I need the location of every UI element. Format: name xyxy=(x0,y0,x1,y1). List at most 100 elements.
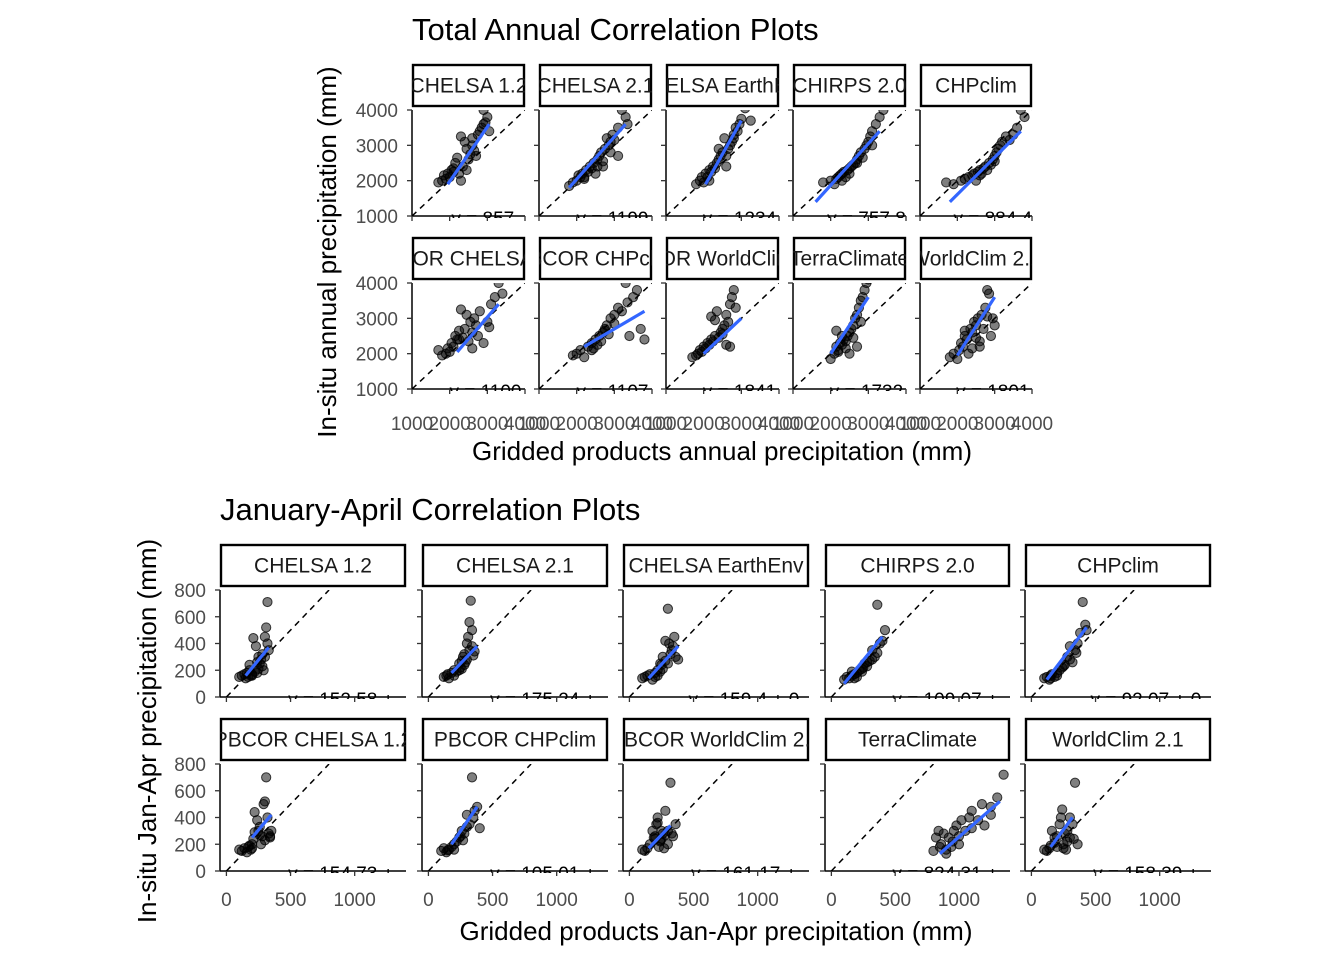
data-point xyxy=(1069,777,1081,788)
facet-strip-label: PBCOR CHPclim xyxy=(434,729,596,752)
regression-fit-line xyxy=(647,824,672,850)
x-tick-label: 500 xyxy=(879,890,911,911)
x-tick-label: 3000 xyxy=(847,414,889,435)
data-point xyxy=(879,625,891,636)
regression-equation-label: y = 105.01 + xyxy=(490,864,596,885)
x-tick-label: 0 xyxy=(221,890,232,911)
data-point xyxy=(652,817,663,828)
data-point xyxy=(613,150,624,162)
facet-strip-box xyxy=(824,543,1011,588)
regression-equation-label: y = 158.39 + xyxy=(1093,864,1199,885)
data-point xyxy=(979,820,990,831)
data-point xyxy=(844,168,855,179)
janapr-panel-9: TerraClimate y = 824.31 + 0 500 1000 xyxy=(820,717,1011,911)
y-tick-label: 3000 xyxy=(356,136,398,157)
annual-panel-4: CHIRPS 2.0 y = 757.8 xyxy=(788,63,907,221)
x-tick-label: 0 xyxy=(423,890,434,911)
facet-strip-box xyxy=(622,717,810,762)
y-tick-label: 0 xyxy=(195,862,206,883)
x-tick-label: 500 xyxy=(477,890,509,911)
facet-strip-label: CHELSA 2.1 xyxy=(456,555,574,578)
data-point xyxy=(1068,833,1079,845)
facet-strip-label: CHELSA 1.2 xyxy=(254,555,372,578)
data-point xyxy=(730,302,741,313)
x-tick-label: 4000 xyxy=(504,414,546,435)
data-point xyxy=(497,288,508,299)
data-point xyxy=(472,330,484,342)
facet-strip-box xyxy=(421,717,609,762)
data-point xyxy=(740,110,750,114)
one-to-one-reference-line xyxy=(412,283,525,390)
facet-strip-label: TerraClimate xyxy=(790,248,909,271)
regression-fit-line xyxy=(244,646,270,677)
annual-panel-1: CHELSA 1.2 y = 857. 1000 2000 3000 4000 xyxy=(356,63,526,228)
x-tick-label: 500 xyxy=(1080,890,1112,911)
x-tick-label: 3000 xyxy=(720,414,762,435)
facet-strip-box xyxy=(792,63,907,108)
annual-panel-2: CHELSA 2.1 y = 1199 xyxy=(534,63,655,221)
data-point xyxy=(670,819,681,830)
x-tick-label: 1000 xyxy=(772,414,814,435)
annual-panel-8: PBCOR WorldClim 2.1y = 18411000200030004… xyxy=(645,236,800,435)
data-point xyxy=(983,288,995,299)
data-point xyxy=(669,631,680,642)
data-point xyxy=(262,596,273,608)
data-point xyxy=(665,777,676,788)
facet-strip-label: CHELSA 2.1 xyxy=(537,75,655,98)
regression-equation-label: y = 824.31 + xyxy=(892,864,998,885)
regression-fit-line xyxy=(955,296,997,357)
data-point xyxy=(959,325,970,336)
data-point xyxy=(872,647,883,658)
facet-strip-box xyxy=(665,236,780,281)
data-point xyxy=(264,831,276,842)
data-point xyxy=(673,654,684,665)
data-point xyxy=(723,316,734,327)
one-to-one-reference-line xyxy=(830,764,934,872)
janapr-chart-title: January-April Correlation Plots xyxy=(220,492,640,527)
data-point xyxy=(452,152,463,163)
facet-strip-box xyxy=(665,63,780,108)
regression-equation-label: y = 1100 xyxy=(449,382,521,403)
data-point xyxy=(1057,804,1068,815)
data-point xyxy=(246,843,258,854)
x-tick-label: 2000 xyxy=(556,414,598,435)
data-point xyxy=(635,323,646,335)
annual-x-axis-title: Gridded products annual precipitation (m… xyxy=(472,436,972,466)
x-tick-label: 1000 xyxy=(737,890,779,911)
x-tick-label: 3000 xyxy=(974,414,1016,435)
data-point xyxy=(250,641,262,652)
facet-strip-box xyxy=(411,236,526,281)
facet-strip-label: PBCOR CHELSA 1.2 xyxy=(369,248,567,271)
data-point xyxy=(597,156,609,167)
regression-fit-line xyxy=(829,296,870,355)
janapr-panel-3: CHELSA EarthEnv y = 159.4 + 0 xyxy=(618,543,810,711)
facet-strip-box xyxy=(792,236,907,281)
data-point xyxy=(851,341,863,352)
regression-equation-label: y = 159.4 + 0 xyxy=(688,690,799,711)
data-point xyxy=(631,284,643,296)
janapr-panel-10: WorldClim 2.1 y = 158.39 + 0 500 1000 xyxy=(1020,717,1212,911)
data-point xyxy=(952,353,963,365)
data-point xyxy=(261,772,272,783)
x-tick-label: 500 xyxy=(275,890,307,911)
regression-equation-label: y = 152.58 + xyxy=(288,690,394,711)
regression-fit-line xyxy=(250,813,273,839)
annual-panel-3: CHELSA EarthEnv y = 1234 xyxy=(635,63,811,221)
data-point xyxy=(978,323,989,335)
x-tick-label: 1000 xyxy=(536,890,578,911)
x-tick-label: 4000 xyxy=(758,414,800,435)
regression-equation-label: y = 1841 xyxy=(703,382,776,403)
facet-strip-box xyxy=(622,543,810,588)
facet-strip-box xyxy=(538,236,653,281)
data-point xyxy=(639,334,650,345)
data-point xyxy=(470,150,482,162)
facet-strip-label: CHELSA EarthEnv xyxy=(635,75,811,98)
x-tick-label: 2000 xyxy=(936,414,978,435)
data-point xyxy=(724,341,736,352)
facet-strip-label: CHIRPS 2.0 xyxy=(860,555,974,578)
data-point xyxy=(706,311,717,322)
data-point xyxy=(1077,596,1088,608)
y-tick-label: 3000 xyxy=(356,309,398,330)
